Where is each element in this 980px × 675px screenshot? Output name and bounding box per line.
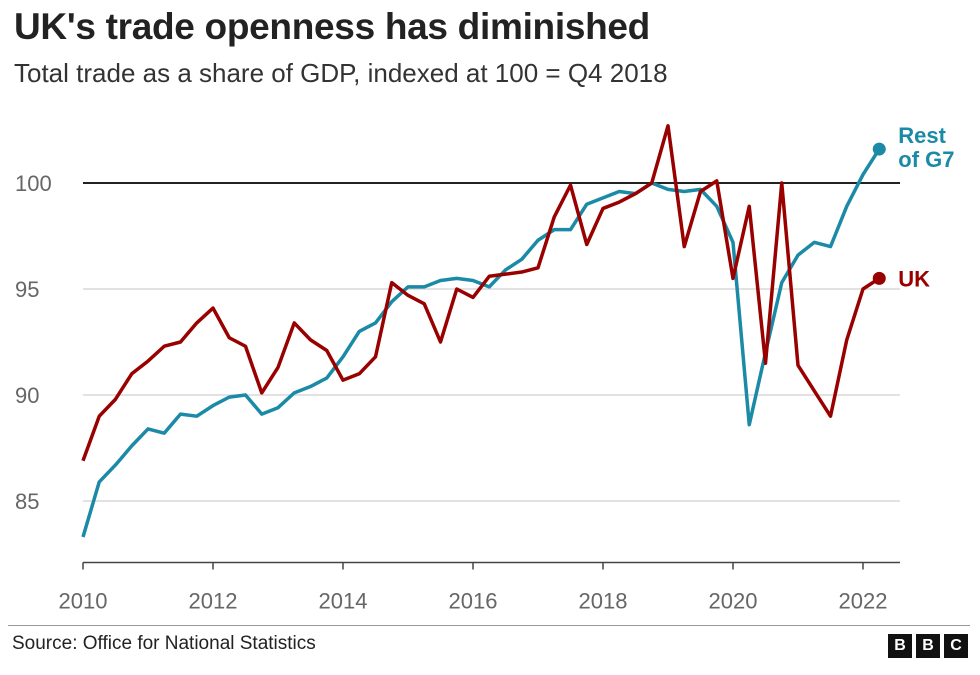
series-label: of G7 — [898, 147, 954, 172]
logo-letter: B — [888, 634, 912, 658]
series-line-rest-of-g7 — [81, 148, 881, 538]
x-tick-label: 2018 — [579, 588, 628, 613]
y-tick-label: 100 — [15, 171, 52, 196]
y-tick-label: 95 — [15, 277, 39, 302]
series-line-uk — [81, 124, 881, 462]
x-tick-label: 2020 — [709, 588, 758, 613]
logo-letter: B — [916, 634, 940, 658]
x-tick-label: 2014 — [319, 588, 368, 613]
x-tick-label: 2010 — [59, 588, 108, 613]
y-tick-label: 90 — [15, 383, 39, 408]
source-note: Source: Office for National Statistics — [12, 633, 316, 654]
x-tick-label: 2022 — [839, 588, 888, 613]
series-end-marker — [872, 142, 886, 156]
footer-divider — [8, 625, 970, 626]
x-tick-label: 2016 — [449, 588, 498, 613]
chart-title: UK's trade openness has diminished — [14, 6, 650, 47]
bbc-logo: B B C — [888, 634, 968, 658]
series-label: UK — [898, 266, 930, 291]
x-tick-label: 2012 — [189, 588, 238, 613]
logo-letter: C — [944, 634, 968, 658]
series-label: Rest — [898, 123, 946, 148]
series-end-marker — [872, 271, 886, 285]
chart-subtitle: Total trade as a share of GDP, indexed a… — [14, 58, 668, 88]
y-tick-label: 85 — [15, 489, 39, 514]
